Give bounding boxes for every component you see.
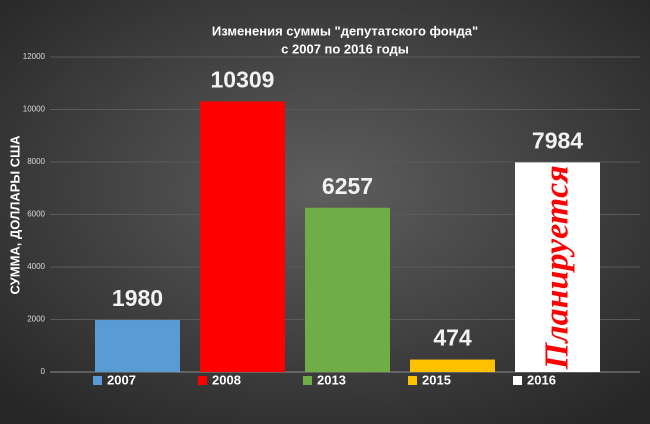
chart-title: Изменения суммы "депутатского фонда" <box>212 23 478 38</box>
legend-swatch <box>303 376 312 385</box>
data-label: 474 <box>433 325 472 351</box>
annotation: Планируется <box>538 165 575 370</box>
y-axis-label: СУММА, ДОЛЛАРЫ США <box>7 135 22 295</box>
chart-subtitle: с 2007 по 2016 годы <box>281 41 409 56</box>
bar <box>95 320 180 372</box>
y-tick-label: 8000 <box>27 157 45 166</box>
legend-swatch <box>408 376 417 385</box>
y-tick-label: 10000 <box>23 105 46 114</box>
y-tick-label: 12000 <box>23 52 46 61</box>
legend-label: 2013 <box>317 372 346 387</box>
data-label: 10309 <box>211 66 275 92</box>
bar <box>410 359 495 372</box>
legend-label: 2015 <box>422 372 451 387</box>
data-label: 6257 <box>322 173 373 199</box>
y-tick-label: 4000 <box>27 262 45 271</box>
bar <box>305 207 390 372</box>
y-tick-label: 6000 <box>27 210 45 219</box>
data-label: 7984 <box>532 127 583 153</box>
legend-swatch <box>198 376 207 385</box>
legend-label: 2007 <box>107 372 136 387</box>
bar <box>515 162 600 372</box>
legend-swatch <box>513 376 522 385</box>
legend-swatch <box>93 376 102 385</box>
y-tick-label: 2000 <box>27 315 45 324</box>
data-label: 1980 <box>112 285 163 311</box>
y-tick-label: 0 <box>41 367 46 376</box>
bar <box>200 101 285 373</box>
legend-label: 2008 <box>212 372 241 387</box>
legend-label: 2016 <box>527 372 556 387</box>
